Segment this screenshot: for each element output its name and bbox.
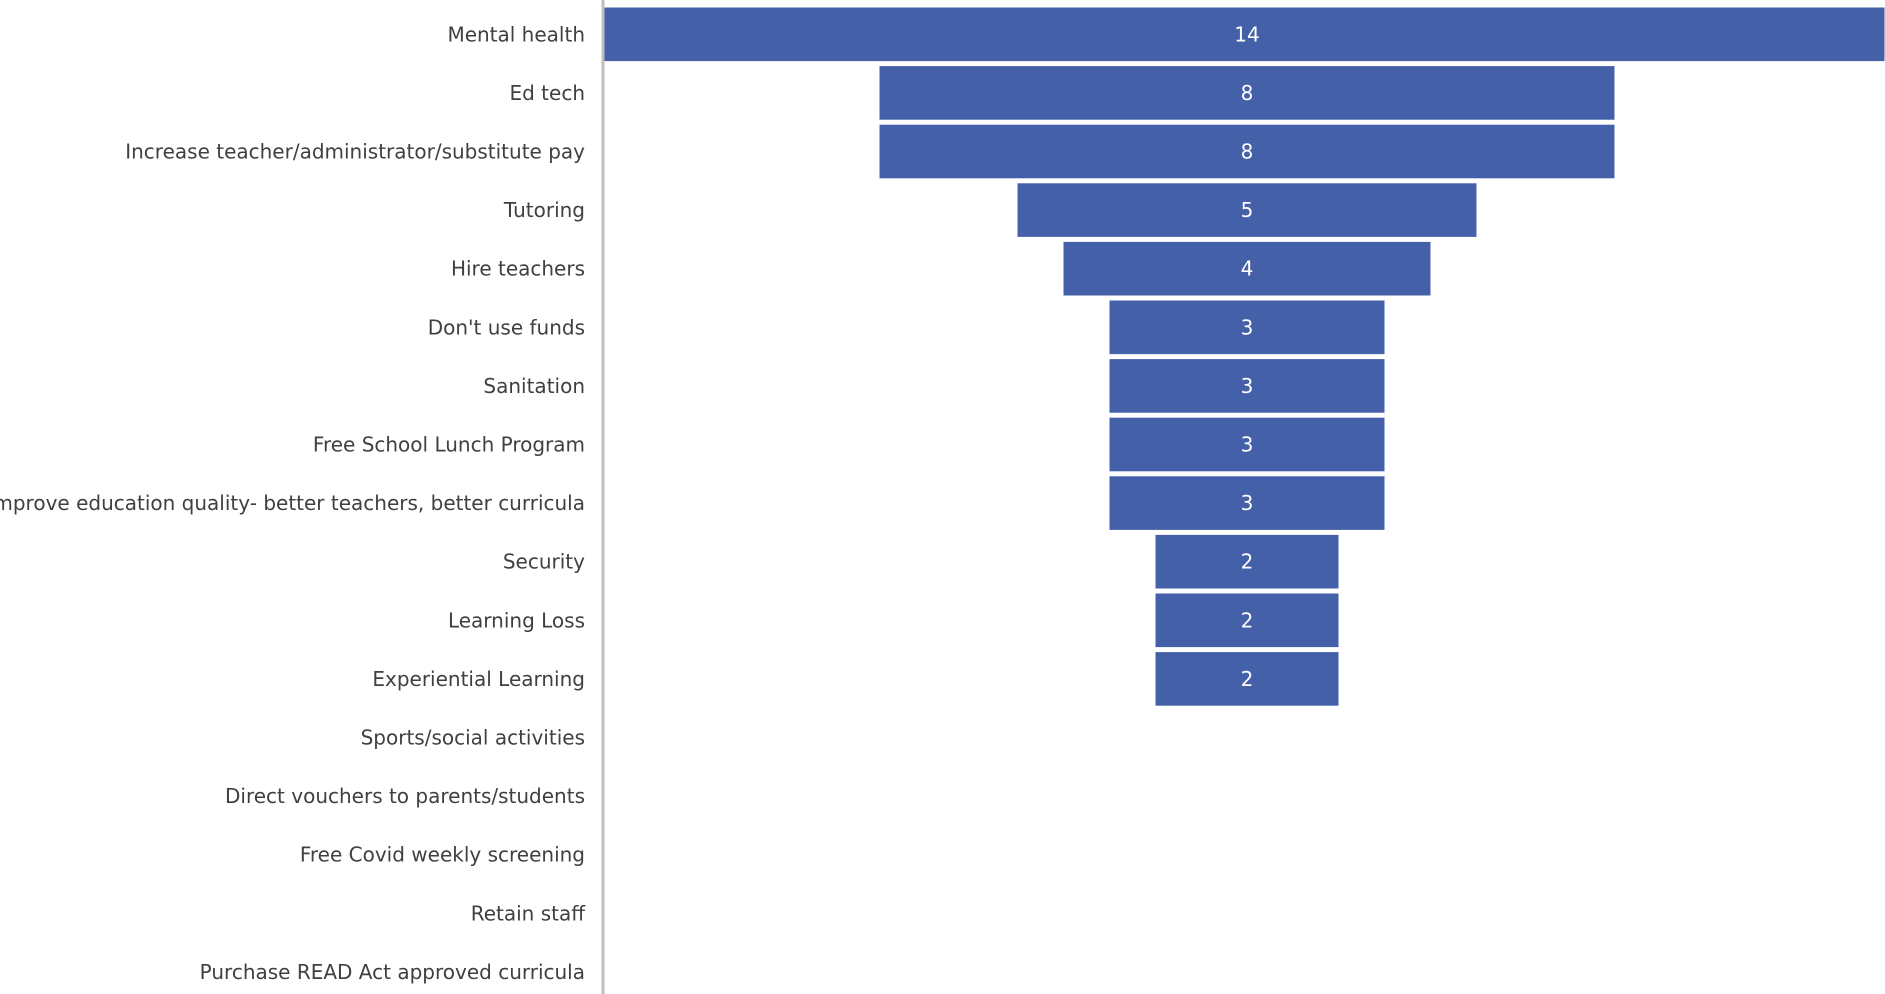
funnel-bar <box>1108 299 1386 356</box>
bar-data-label: 8 <box>1241 140 1254 164</box>
bar-data-label: 3 <box>1241 433 1254 457</box>
category-label: Experiential Learning <box>372 667 585 691</box>
category-label: Don't use funds <box>428 315 585 339</box>
funnel-bar <box>1154 533 1340 590</box>
bar-data-label: 4 <box>1241 257 1254 281</box>
category-label: Sanitation <box>483 374 585 398</box>
funnel-bar <box>1016 182 1478 238</box>
funnel-bar <box>1108 475 1386 531</box>
bar-data-label: 5 <box>1241 198 1254 222</box>
category-labels: Mental health Ed tech Increase teacher/adm… <box>0 22 586 984</box>
category-label: Security <box>503 550 585 574</box>
category-label: Increase teacher/administrator/substitut… <box>125 140 585 164</box>
category-label: Hire teachers <box>451 257 585 281</box>
funnel-bar <box>878 65 1616 121</box>
bar-data-label: 3 <box>1241 374 1254 398</box>
funnel-bar <box>878 123 1616 180</box>
bar-data-label: 2 <box>1241 608 1254 632</box>
funnel-bar <box>1154 592 1340 649</box>
funnel-bar <box>1108 416 1386 473</box>
category-label: Purchase READ Act approved curricula <box>200 960 585 984</box>
category-label: Learning Loss <box>448 608 585 632</box>
bar-data-label: 14 <box>1234 22 1259 46</box>
category-label: Improve education quality- better teache… <box>0 491 585 515</box>
category-label: Free School Lunch Program <box>313 433 585 457</box>
funnel-bar <box>1108 358 1386 414</box>
category-label: Sports/social activities <box>361 726 585 750</box>
category-label: Free Covid weekly screening <box>300 843 585 867</box>
funnel-bar <box>1154 651 1340 707</box>
funnel-bar <box>602 6 1885 63</box>
funnel-bar <box>1062 240 1432 297</box>
category-label: Ed tech <box>509 81 585 105</box>
bar-data-label: 3 <box>1241 315 1254 339</box>
category-label: Tutoring <box>503 198 585 222</box>
bar-data-label: 2 <box>1241 667 1254 691</box>
category-label: Retain staff <box>471 901 587 925</box>
bar-data-label: 8 <box>1241 81 1254 105</box>
bar-data-label: 3 <box>1241 491 1254 515</box>
category-label: Direct vouchers to parents/students <box>225 784 585 808</box>
bars-layer: 14 8 8 5 4 3 3 3 3 2 2 2 <box>602 6 1885 707</box>
category-label: Mental health <box>447 22 585 46</box>
bar-data-label: 2 <box>1241 550 1254 574</box>
